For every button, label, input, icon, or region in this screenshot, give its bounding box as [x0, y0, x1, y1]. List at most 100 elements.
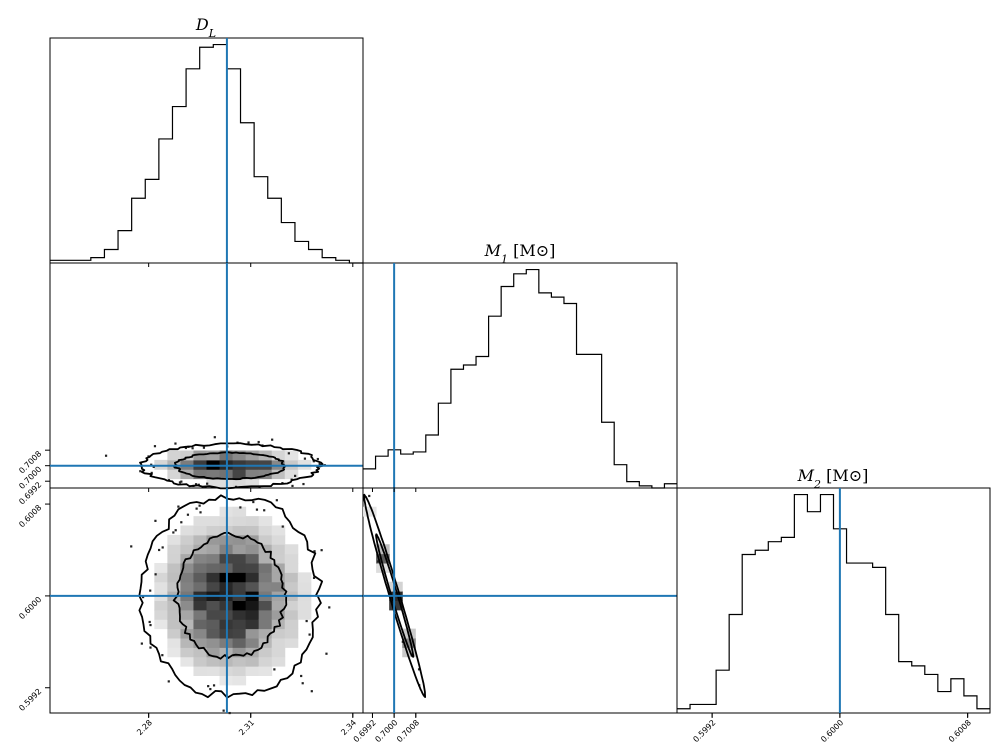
density-cell: [193, 600, 207, 611]
density-cell: [402, 638, 416, 648]
scatter-point: [174, 442, 177, 445]
density-cell: [245, 581, 260, 592]
x-tick-label-M2: 0.6008: [947, 718, 973, 744]
density-cell: [232, 534, 247, 545]
density-cell: [232, 656, 247, 667]
density-cell: [271, 572, 286, 583]
scatter-point: [154, 519, 157, 522]
contour-level-2: [363, 493, 426, 698]
density-cell: [180, 450, 194, 461]
density-cell: [245, 469, 260, 480]
density-cell: [167, 469, 181, 480]
density-cell: [258, 619, 273, 630]
density-cell: [232, 553, 247, 564]
scatter-point: [308, 633, 311, 636]
scatter-point: [291, 484, 294, 488]
scatter-point: [247, 441, 250, 444]
scatter-point: [212, 684, 216, 687]
density-cell: [167, 450, 181, 461]
density-cell: [284, 600, 299, 611]
x-tick-label-M1: 0.7008: [395, 718, 421, 744]
density-cell: [271, 469, 286, 480]
scatter-point: [312, 576, 316, 580]
density-cell: [154, 619, 168, 630]
density-cell: [271, 534, 286, 545]
density-cell: [180, 544, 194, 555]
density-cell: [206, 638, 221, 648]
scatter-point: [149, 623, 152, 627]
density-cell: [180, 572, 194, 583]
density-cell: [206, 647, 221, 658]
density-cell: [206, 478, 221, 489]
scatter-point: [141, 595, 145, 599]
density-cell: [206, 553, 221, 564]
scatter-point: [186, 513, 190, 516]
density-cell: [258, 553, 273, 564]
density-cell: [245, 666, 260, 676]
scatter-panel-distance-vs-m2: [49, 487, 364, 715]
density-cell: [193, 581, 207, 592]
density-cell: [180, 609, 194, 620]
scatter-point: [130, 545, 133, 548]
scatter-panel-m1-vs-m2: [362, 487, 678, 714]
density-cell: [284, 469, 299, 480]
scatter-point: [178, 481, 182, 484]
density-cell: [271, 638, 286, 648]
density-cell: [271, 600, 286, 611]
density-cell: [389, 600, 403, 611]
density-cell: [154, 572, 168, 583]
density-cell: [258, 534, 273, 545]
density-cell: [245, 628, 260, 639]
density-cell: [232, 600, 247, 611]
scatter-point: [313, 550, 316, 553]
density-cell: [258, 525, 273, 536]
scatter-point: [368, 494, 371, 498]
density-cell: [193, 516, 207, 526]
density-cell: [167, 609, 181, 620]
scatter-point: [328, 606, 331, 609]
density-cell: [193, 544, 207, 555]
density-cell: [284, 572, 299, 583]
y-tick-label-M2: 0.6008: [17, 503, 43, 529]
x-tick-label-M2: 0.6000: [819, 718, 845, 744]
density-cell: [167, 647, 181, 658]
density-cell: [232, 563, 247, 573]
density-cell: [258, 581, 273, 592]
density-cell: [206, 666, 221, 676]
density-cell: [232, 525, 247, 536]
scatter-point: [273, 668, 276, 671]
density-cell: [206, 619, 221, 630]
density-cell: [206, 469, 221, 480]
density-cell: [232, 450, 247, 461]
histogram-panel-distance: DL: [49, 15, 364, 264]
scatter-point: [206, 482, 209, 485]
scatter-point: [207, 685, 210, 688]
density-cell: [232, 675, 247, 686]
density-cell: [167, 581, 181, 592]
density-cell: [232, 544, 247, 555]
density-cell: [284, 619, 299, 630]
density-cell: [258, 609, 273, 620]
density-cell: [245, 544, 260, 555]
contour-level-1: [172, 531, 288, 660]
density-cell: [232, 638, 247, 648]
scatter-point: [318, 462, 321, 466]
histogram-DL: [50, 43, 363, 264]
density-cell: [376, 553, 390, 564]
density-cell: [271, 525, 286, 536]
scatter-point: [294, 474, 297, 477]
density-cell: [232, 609, 247, 620]
scatter-point: [213, 436, 216, 439]
density-cell: [245, 563, 260, 573]
density-cell: [167, 553, 181, 564]
density-cell: [232, 469, 247, 480]
density-cell: [245, 553, 260, 564]
density-cell: [271, 544, 286, 555]
title-DL: DL: [195, 15, 216, 40]
scatter-point: [195, 507, 198, 510]
density-cell: [271, 609, 286, 620]
density-cell: [258, 572, 273, 583]
x-tick-label-M1: 0.7000: [373, 718, 399, 744]
scatter-point: [161, 546, 164, 549]
density-cell: [232, 572, 247, 583]
